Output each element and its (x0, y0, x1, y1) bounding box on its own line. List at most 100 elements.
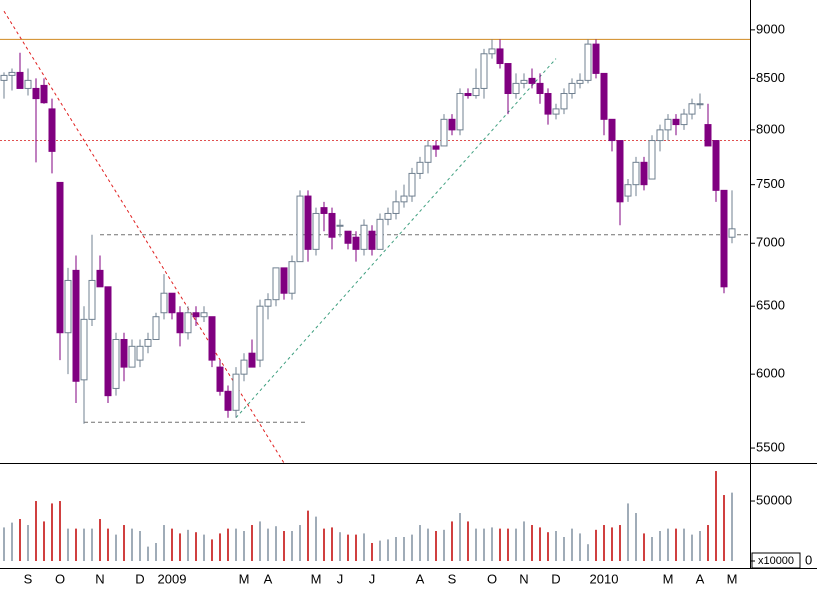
volume-unit: x10000 (758, 555, 794, 567)
candle-body (544, 93, 552, 115)
candle-body (384, 212, 392, 220)
candle-body (232, 373, 240, 411)
x-tick-label: D (135, 571, 144, 586)
candle-body (592, 43, 600, 74)
candle-body (536, 82, 544, 95)
candle-body (168, 292, 176, 314)
candle-body (472, 87, 480, 97)
candle-body (40, 84, 48, 104)
candle-body (160, 292, 168, 314)
candle-body (712, 140, 720, 191)
x-tick-label: S (448, 571, 457, 586)
x-tick-label: D (551, 571, 560, 586)
candle-body (400, 195, 408, 203)
x-tick-label: O (487, 571, 497, 586)
candle-body (336, 224, 344, 227)
x-tick-label: N (95, 571, 104, 586)
candle-body (64, 279, 72, 334)
candle-body (0, 74, 8, 81)
candle-body (216, 366, 224, 392)
y-tick-label: 9000 (756, 21, 785, 36)
candle-body (512, 82, 520, 95)
candle-body (48, 108, 56, 152)
candle-body (392, 201, 400, 214)
y-tick-label: 8500 (756, 70, 785, 85)
candle-body (528, 77, 536, 84)
candle-body (360, 224, 368, 250)
candle-body (272, 267, 280, 301)
trend-line (3, 10, 285, 464)
candle-body (448, 118, 456, 131)
candle-body (704, 124, 712, 147)
x-tick-label: M (239, 571, 250, 586)
y-tick-label: 8000 (756, 121, 785, 136)
x-tick-label: O (55, 571, 65, 586)
candle-body (416, 161, 424, 174)
candle-body (136, 345, 144, 361)
candle-body (112, 338, 120, 389)
candle-body (80, 318, 88, 381)
candle-body (184, 312, 192, 334)
candle-body (280, 267, 288, 294)
x-tick-label: N (519, 571, 528, 586)
x-tick-label: J (337, 571, 344, 586)
candle-body (376, 218, 384, 250)
candle-body (56, 181, 64, 334)
candle-body (440, 118, 448, 147)
candle-body (344, 230, 352, 244)
candle-body (352, 236, 360, 250)
candle-body (600, 72, 608, 120)
candle-body (456, 93, 464, 131)
candle-body (672, 118, 680, 126)
x-tick-label: 2009 (158, 571, 187, 586)
y-tick-label: 7500 (756, 176, 785, 191)
x-tick-label: M (663, 571, 674, 586)
candle-body (680, 113, 688, 126)
candle-body (616, 140, 624, 203)
candle-body (192, 312, 200, 318)
x-tick-label: S (24, 571, 33, 586)
y-tick-label: 7000 (756, 235, 785, 250)
candle-body (256, 305, 264, 361)
volume-tick-label: 0 (805, 552, 812, 567)
candle-body (432, 145, 440, 150)
candle-body (24, 79, 32, 89)
candle-body (88, 279, 96, 320)
candle-body (488, 48, 496, 55)
candle-body (128, 345, 136, 368)
candle-body (568, 82, 576, 95)
y-tick-label: 6500 (756, 298, 785, 313)
candle-body (288, 261, 296, 294)
candle-body (688, 103, 696, 115)
candle-body (8, 71, 16, 76)
candle-body (32, 87, 40, 100)
candle-body (144, 338, 152, 347)
candle-body (368, 230, 376, 250)
candle-body (408, 172, 416, 197)
x-tick-label: M (727, 571, 738, 586)
candle-body (632, 161, 640, 186)
candle-body (520, 79, 528, 84)
candle-body (240, 359, 248, 375)
candle-body (264, 299, 272, 307)
candle-body (624, 184, 632, 197)
candle-body (648, 140, 656, 180)
y-tick-label: 6000 (756, 366, 785, 381)
x-tick-label: A (696, 571, 705, 586)
candle-body (608, 118, 616, 142)
candle-body (120, 338, 128, 368)
candle-body (504, 63, 512, 95)
candle-body (248, 352, 256, 368)
candle-body (464, 93, 472, 97)
candle-body (664, 118, 672, 131)
candle-body (320, 207, 328, 214)
x-tick-label: A (416, 571, 425, 586)
candle-body (552, 108, 560, 115)
trend-line (235, 58, 557, 419)
candle-body (720, 189, 728, 288)
volume-tick-label: 50000 (756, 492, 792, 507)
candle-body (72, 269, 80, 382)
candle-body (152, 316, 160, 340)
candle-body (496, 48, 504, 65)
